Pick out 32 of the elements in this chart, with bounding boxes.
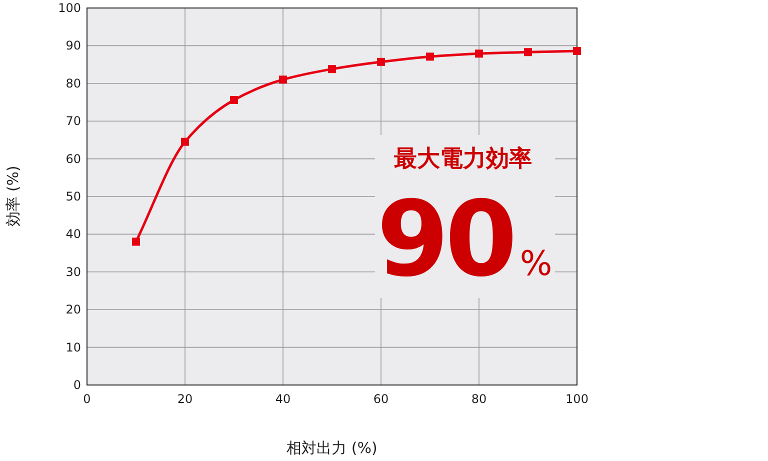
y-tick-label: 40 [66, 227, 81, 242]
y-tick-label: 60 [66, 152, 81, 166]
y-tick-label: 10 [66, 340, 81, 354]
x-tick-label: 40 [275, 392, 291, 406]
x-tick-label: 80 [471, 392, 487, 406]
y-tick-label: 90 [66, 38, 81, 53]
y-tick-label: 80 [66, 76, 81, 90]
point [230, 96, 238, 104]
x-tick-label: 100 [566, 392, 588, 406]
point [279, 76, 287, 84]
point [475, 50, 483, 58]
annotation: 90 [376, 178, 514, 300]
point [132, 238, 140, 246]
x-tick-label: 20 [177, 392, 193, 406]
y-tick-label: 20 [66, 302, 81, 317]
point [328, 65, 336, 74]
x-tick-label: 0 [83, 392, 91, 406]
annotation: % [520, 244, 552, 284]
y-tick-label: 0 [73, 378, 81, 392]
point [426, 52, 434, 61]
y-tick-label: 50 [66, 190, 81, 204]
point [377, 58, 385, 66]
point [524, 48, 532, 56]
y-tick-label: 100 [58, 1, 81, 15]
y-tick-label: 30 [66, 264, 81, 279]
x-tick-label: 60 [373, 392, 389, 406]
point [181, 138, 189, 146]
point [573, 46, 581, 55]
x-axis-title: 相対出力 (%) [286, 439, 378, 457]
y-axis-title: 効率 (%) [4, 166, 22, 226]
y-tick-label: 70 [66, 114, 81, 128]
annotation: 最大電力効率 [393, 145, 532, 172]
